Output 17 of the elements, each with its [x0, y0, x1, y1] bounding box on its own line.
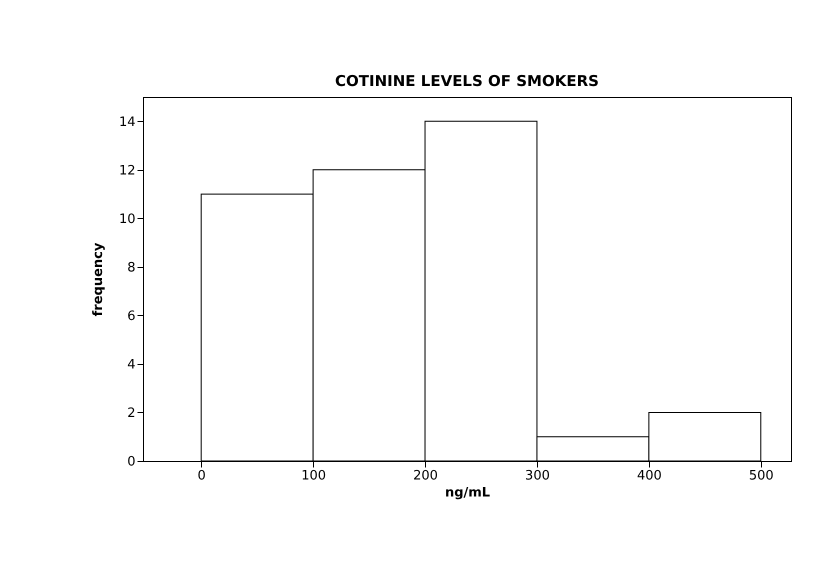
- x-tick-label: 0: [198, 468, 206, 484]
- y-tick-label: 10: [118, 212, 136, 227]
- x-tick-label: 400: [636, 468, 662, 484]
- y-tick-label: 2: [127, 406, 136, 421]
- y-tick-label: 6: [127, 308, 136, 324]
- x-axis-title: ng/mL: [444, 486, 490, 500]
- y-axis-title: frequency: [90, 242, 106, 316]
- y-tick-label: 8: [127, 260, 136, 276]
- y-tick-label: 4: [127, 357, 136, 372]
- y-tick-label: 14: [118, 114, 136, 130]
- chart-title: COTININE LEVELS OF SMOKERS: [335, 72, 599, 90]
- y-tick-label: 12: [118, 163, 136, 178]
- x-tick-label: 100: [301, 468, 326, 484]
- x-tick-label: 200: [413, 468, 438, 484]
- y-tick-label: 0: [127, 454, 136, 470]
- x-tick-label: 300: [525, 468, 550, 484]
- x-tick-label: 500: [748, 468, 774, 484]
